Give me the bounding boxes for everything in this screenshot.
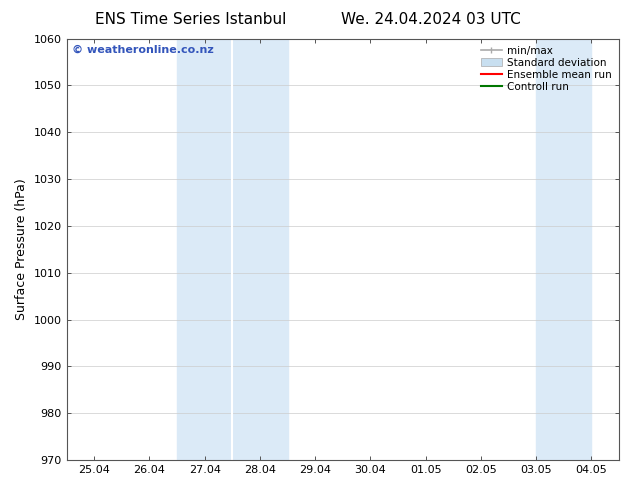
Bar [536,39,592,460]
Bar [232,39,288,460]
Legend: min/max, Standard deviation, Ensemble mean run, Controll run: min/max, Standard deviation, Ensemble me… [477,42,616,97]
Text: We. 24.04.2024 03 UTC: We. 24.04.2024 03 UTC [341,12,521,27]
Text: ENS Time Series Istanbul: ENS Time Series Istanbul [94,12,286,27]
Y-axis label: Surface Pressure (hPa): Surface Pressure (hPa) [15,178,28,320]
Bar [177,39,232,460]
Text: © weatheronline.co.nz: © weatheronline.co.nz [72,45,214,55]
